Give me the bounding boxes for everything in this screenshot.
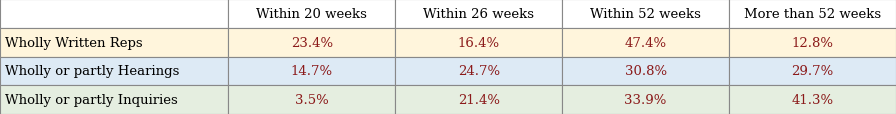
- Bar: [563, 0, 729, 28]
- Text: 3.5%: 3.5%: [295, 93, 329, 106]
- Bar: [729, 28, 896, 57]
- Text: 23.4%: 23.4%: [291, 36, 333, 49]
- Text: Within 26 weeks: Within 26 weeks: [423, 8, 534, 21]
- Bar: [0, 86, 228, 114]
- Text: 33.9%: 33.9%: [625, 93, 667, 106]
- Bar: [729, 57, 896, 86]
- Text: More than 52 weeks: More than 52 weeks: [744, 8, 881, 21]
- Bar: [563, 86, 729, 114]
- Bar: [395, 28, 563, 57]
- Bar: [729, 86, 896, 114]
- Text: Within 52 weeks: Within 52 weeks: [590, 8, 701, 21]
- Bar: [395, 57, 563, 86]
- Text: Within 20 weeks: Within 20 weeks: [256, 8, 367, 21]
- Text: 24.7%: 24.7%: [458, 65, 500, 78]
- Bar: [0, 0, 228, 28]
- Bar: [0, 57, 228, 86]
- Text: 21.4%: 21.4%: [458, 93, 500, 106]
- Text: 47.4%: 47.4%: [625, 36, 667, 49]
- Bar: [395, 86, 563, 114]
- Text: 41.3%: 41.3%: [791, 93, 833, 106]
- Bar: [563, 28, 729, 57]
- Text: 14.7%: 14.7%: [291, 65, 333, 78]
- Bar: [729, 0, 896, 28]
- Bar: [395, 0, 563, 28]
- Bar: [228, 28, 395, 57]
- Text: 12.8%: 12.8%: [791, 36, 833, 49]
- Text: Wholly Written Reps: Wholly Written Reps: [5, 36, 143, 49]
- Text: 30.8%: 30.8%: [625, 65, 667, 78]
- Text: Wholly or partly Inquiries: Wholly or partly Inquiries: [5, 93, 178, 106]
- Bar: [563, 57, 729, 86]
- Text: 29.7%: 29.7%: [791, 65, 833, 78]
- Bar: [228, 57, 395, 86]
- Bar: [0, 28, 228, 57]
- Text: Wholly or partly Hearings: Wholly or partly Hearings: [5, 65, 180, 78]
- Text: 16.4%: 16.4%: [458, 36, 500, 49]
- Bar: [228, 86, 395, 114]
- Bar: [228, 0, 395, 28]
